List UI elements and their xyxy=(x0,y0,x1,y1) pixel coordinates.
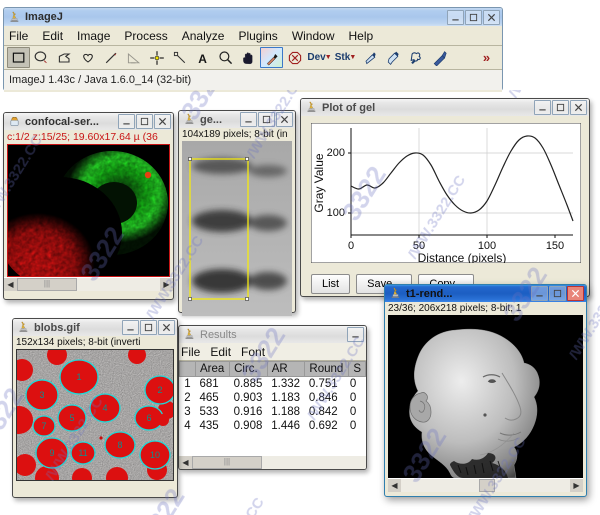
svg-text:11: 11 xyxy=(78,448,87,458)
svg-text:3: 3 xyxy=(39,390,44,400)
svg-text:10: 10 xyxy=(150,450,160,460)
svg-text:7: 7 xyxy=(41,421,46,431)
svg-text:200: 200 xyxy=(327,147,345,159)
svg-text:150: 150 xyxy=(546,240,564,252)
svg-text:6: 6 xyxy=(146,413,151,423)
svg-text:2: 2 xyxy=(157,385,162,395)
svg-text:100: 100 xyxy=(327,207,345,219)
svg-text:1: 1 xyxy=(76,372,81,382)
svg-text:Gray Value: Gray Value xyxy=(312,153,326,212)
svg-text:8: 8 xyxy=(117,440,122,450)
svg-text:4: 4 xyxy=(102,403,107,413)
svg-text:9: 9 xyxy=(49,448,54,458)
svg-text:Distance (pixels): Distance (pixels) xyxy=(418,251,507,263)
svg-text:A: A xyxy=(198,51,207,65)
svg-text:0: 0 xyxy=(348,240,354,252)
svg-text:5: 5 xyxy=(69,413,74,423)
